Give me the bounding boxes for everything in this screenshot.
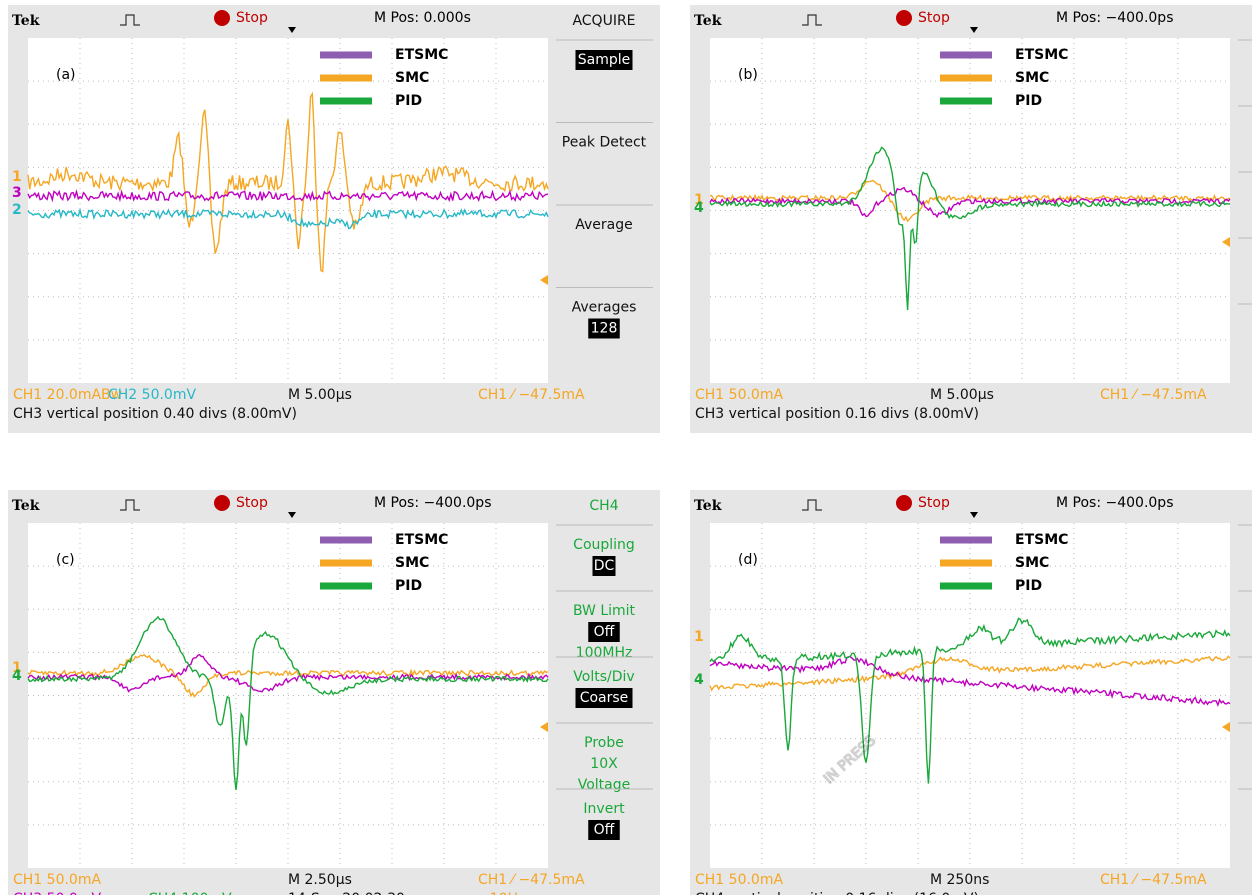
scope-panel: Tek Stop M Pos: −400.0ps 1 4 (d) ETSMC SMC PID CH… bbox=[690, 490, 1252, 895]
menu-item: Invert bbox=[583, 801, 625, 817]
scope-panel: Tek Stop M Pos: 0.000s 132 (a) ETSMC SMC PID ACQ… bbox=[8, 5, 660, 433]
status-text: CH1 ⁄ −47.5mA bbox=[478, 872, 585, 888]
menu-item: Average bbox=[575, 217, 633, 233]
panel-label: (b) bbox=[738, 67, 758, 83]
brand: Tek bbox=[694, 498, 722, 514]
menu-item: 100MHz bbox=[576, 645, 633, 661]
panel-label: (a) bbox=[56, 67, 76, 83]
legend-label: SMC bbox=[395, 70, 429, 86]
menu-item: Coupling bbox=[573, 537, 635, 553]
legend-label: PID bbox=[1015, 578, 1042, 594]
stop-icon bbox=[896, 495, 912, 511]
status-text: M 2.50µs bbox=[288, 872, 352, 888]
channel-marker: 4 bbox=[694, 672, 704, 688]
menu-value: Sample bbox=[578, 52, 631, 68]
panel-label: (d) bbox=[738, 552, 758, 568]
position: M Pos: 0.000s bbox=[374, 10, 471, 26]
panel-label: (c) bbox=[56, 552, 75, 568]
status: Stop bbox=[918, 10, 950, 26]
menu-item: Probe bbox=[584, 735, 624, 751]
menu-title: ACQUIRE bbox=[572, 13, 635, 29]
legend-label: ETSMC bbox=[1015, 47, 1068, 63]
status-text: 14-Sep-20 02:30 bbox=[288, 891, 405, 895]
legend-label: SMC bbox=[395, 555, 429, 571]
menu-item: 10X bbox=[590, 756, 618, 772]
menu-value: Off bbox=[594, 624, 615, 640]
status: Stop bbox=[236, 10, 268, 26]
status-text: CH1 50.0mA bbox=[695, 387, 783, 403]
channel-marker: 1 bbox=[12, 169, 22, 185]
menu-value: Coarse bbox=[580, 690, 629, 706]
legend-label: PID bbox=[395, 93, 422, 109]
status-text: CH1 ⁄ −47.5mA bbox=[478, 387, 585, 403]
status-text: CH3 vertical position 0.16 divs (8.00mV) bbox=[695, 406, 979, 422]
menu-item: Voltage bbox=[578, 777, 631, 793]
legend-label: PID bbox=[395, 578, 422, 594]
status-text: CH1 50.0mA bbox=[695, 872, 783, 888]
menu-item: Averages bbox=[572, 300, 637, 316]
position: M Pos: −400.0ps bbox=[1056, 10, 1174, 26]
status-text: CH1 50.0mA bbox=[13, 872, 101, 888]
status-text: CH4 vertical position 0.16 divs (16.0mV) bbox=[695, 891, 979, 895]
menu-value: DC bbox=[594, 558, 615, 574]
status-text: CH3 vertical position 0.40 divs (8.00mV) bbox=[13, 406, 297, 422]
status-text: CH1 ⁄ −47.5mA bbox=[1100, 872, 1207, 888]
position: M Pos: −400.0ps bbox=[374, 495, 492, 511]
legend-label: ETSMC bbox=[395, 532, 448, 548]
menu-item: BW Limit bbox=[573, 603, 636, 619]
legend-label: SMC bbox=[1015, 555, 1049, 571]
figure: TekStopM Pos: 0.000s132(a)ETSMCSMCPIDACQ… bbox=[0, 0, 1252, 895]
menu-value: 128 bbox=[591, 321, 618, 337]
legend-label: PID bbox=[1015, 93, 1042, 109]
stop-icon bbox=[896, 10, 912, 26]
legend-label: SMC bbox=[1015, 70, 1049, 86]
channel-marker: 2 bbox=[12, 202, 22, 218]
menu-item: Volts/Div bbox=[573, 669, 634, 685]
stop-icon bbox=[214, 10, 230, 26]
menu-value: Off bbox=[594, 822, 615, 838]
status-text: M 250ns bbox=[930, 872, 989, 888]
brand: Tek bbox=[694, 13, 722, 29]
menu-title: CH4 bbox=[589, 498, 618, 514]
status-text: CH2 50.0mV bbox=[108, 387, 196, 403]
position: M Pos: −400.0ps bbox=[1056, 495, 1174, 511]
status-text: CH1 20.0mABw bbox=[13, 387, 122, 403]
legend-label: ETSMC bbox=[395, 47, 448, 63]
status-text: M 5.00µs bbox=[288, 387, 352, 403]
status-text: CH3 50.0mV bbox=[13, 891, 101, 895]
legend-label: ETSMC bbox=[1015, 532, 1068, 548]
channel-marker: 3 bbox=[12, 185, 22, 201]
channel-marker: 4 bbox=[694, 200, 704, 216]
status-text: <10Hz bbox=[478, 891, 525, 895]
status-text: CH4 100mV bbox=[148, 891, 232, 895]
status: Stop bbox=[236, 495, 268, 511]
brand: Tek bbox=[12, 13, 40, 29]
menu-item: Peak Detect bbox=[562, 135, 647, 151]
status-text: CH1 ⁄ −47.5mA bbox=[1100, 387, 1207, 403]
channel-marker: 1 bbox=[694, 629, 704, 645]
stop-icon bbox=[214, 495, 230, 511]
brand: Tek bbox=[12, 498, 40, 514]
status: Stop bbox=[918, 495, 950, 511]
status-text: M 5.00µs bbox=[930, 387, 994, 403]
channel-marker: 4 bbox=[12, 668, 22, 684]
